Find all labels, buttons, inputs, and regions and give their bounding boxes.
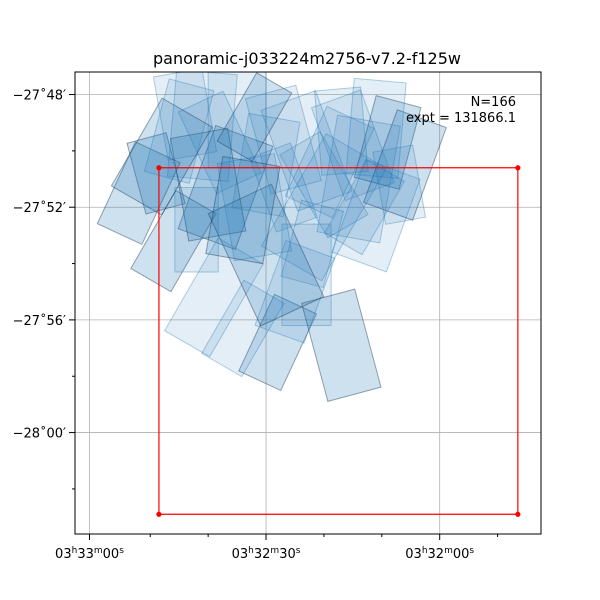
y-tick-label: −27˚56′: [13, 313, 66, 329]
exposure-footprint: [216, 153, 293, 262]
exposure-footprint: [331, 158, 421, 273]
region-corner-marker: [515, 511, 521, 517]
axis-ticks: 03h33m00s 03h32m30s 03h32m00s −27˚48′ −27˚52…: [13, 88, 499, 562]
exposure-footprint: [205, 155, 281, 265]
region-corner-marker: [156, 165, 162, 171]
count-annotation: N=166: [471, 95, 516, 110]
exposure-footprint: [372, 144, 427, 225]
exposure-footprint: [353, 95, 422, 190]
grid-lines: [75, 72, 541, 534]
chart-title: panoramic-j033224m2756-v7.2-f125w: [153, 49, 461, 68]
exptime-annotation: expt = 131866.1: [406, 111, 516, 126]
exposure-footprint: [130, 189, 217, 293]
region-corner-marker: [156, 511, 162, 517]
exposure-footprint: [248, 142, 318, 233]
exposure-footprint: [313, 86, 369, 176]
y-tick-label: −27˚48′: [13, 88, 66, 104]
exposure-footprint: [260, 90, 353, 212]
exposure-footprint: [174, 187, 219, 273]
exposure-footprint: [279, 130, 369, 239]
exposure-footprint: [177, 124, 274, 251]
exposure-footprint: [110, 97, 213, 216]
exposure-footprint: [362, 109, 447, 221]
exposure-footprint: [284, 105, 375, 219]
x-tick-label: 03h32m30s: [232, 546, 301, 562]
exposure-footprint: [280, 199, 345, 289]
exposure-footprint: [163, 237, 264, 358]
exposure-footprint: [254, 239, 336, 344]
exposure-footprint: [323, 159, 406, 256]
exposure-footprint: [260, 133, 388, 282]
exposure-footprint: [143, 78, 215, 185]
exposure-footprint: [238, 293, 318, 392]
y-tick-label: −27˚52′: [13, 200, 66, 216]
y-tick-label: −28˚00′: [13, 426, 66, 442]
exposure-footprint: [310, 89, 395, 202]
exposure-footprint: [281, 223, 332, 327]
exposure-footprint: [207, 183, 325, 327]
exposure-footprint: [231, 112, 301, 218]
x-tick-label: 03h32m00s: [405, 546, 474, 562]
region-corner-marker: [515, 165, 521, 171]
exposure-footprint: [207, 72, 267, 169]
exposure-footprint: [316, 114, 401, 244]
region-box: [156, 165, 521, 517]
exposure-footprint: [216, 72, 293, 163]
exposure-footprint: [201, 279, 285, 378]
exposure-footprint: [170, 127, 247, 242]
x-tick-label: 03h33m00s: [55, 546, 124, 562]
exposure-footprint: [152, 72, 218, 161]
exposure-footprint: [300, 288, 382, 402]
exposure-footprint: [345, 77, 407, 179]
exposure-footprint: [244, 84, 322, 195]
exposure-footprints: [96, 72, 447, 402]
plot-frame: [74, 71, 542, 535]
